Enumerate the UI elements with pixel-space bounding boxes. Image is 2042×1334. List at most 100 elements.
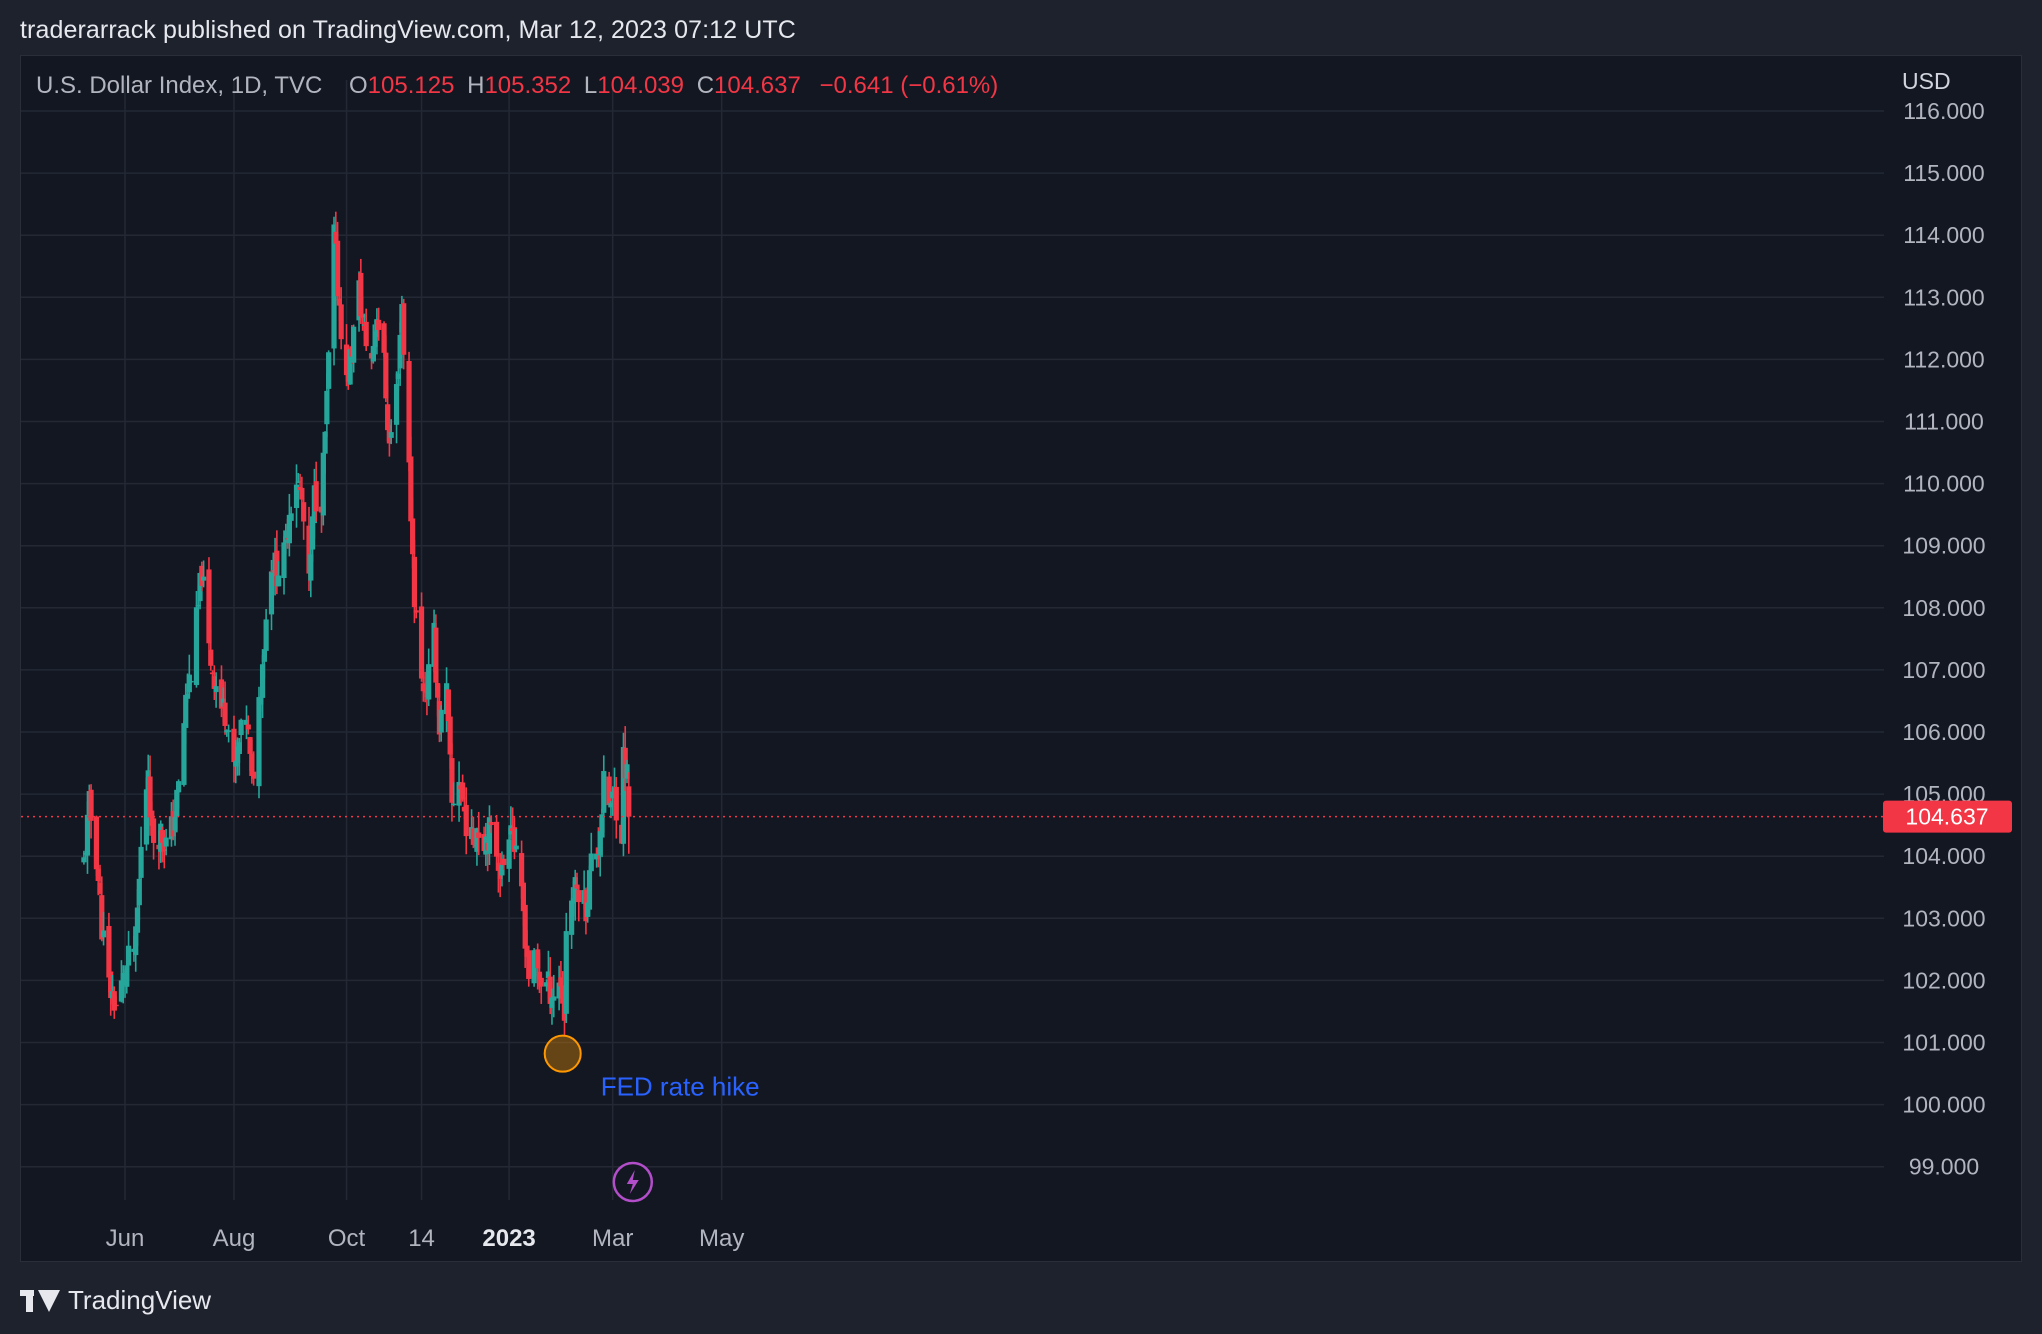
candle-body xyxy=(150,818,157,843)
candle xyxy=(206,557,212,650)
candle xyxy=(622,726,628,791)
candle-body xyxy=(286,514,292,544)
candle-body xyxy=(308,554,314,581)
candle-body xyxy=(620,747,627,844)
candle-body xyxy=(574,884,580,889)
candle-body xyxy=(147,776,153,816)
candle xyxy=(301,497,307,540)
candle-body xyxy=(406,360,412,463)
candle-body xyxy=(586,870,593,910)
candle xyxy=(88,784,94,839)
candle-body xyxy=(535,949,541,969)
candle xyxy=(388,419,394,445)
candle-body xyxy=(426,664,432,700)
candle-body xyxy=(120,972,126,986)
candle-body xyxy=(281,542,287,579)
candle-body xyxy=(343,344,350,376)
candle-body xyxy=(143,789,150,845)
y-tick-label: 99.000 xyxy=(1909,1154,1979,1180)
candle-body xyxy=(247,737,253,754)
candle xyxy=(626,772,632,854)
candle xyxy=(463,787,469,855)
candle xyxy=(376,307,382,341)
candle-body xyxy=(486,817,493,854)
candle xyxy=(125,930,132,981)
y-tick-label: 111.000 xyxy=(1904,409,1984,435)
lightning-bolt xyxy=(626,1170,639,1194)
candle-body xyxy=(97,882,103,894)
y-tick-label: 116.000 xyxy=(1903,98,1984,124)
candle xyxy=(113,995,119,1009)
candle xyxy=(243,705,250,740)
tradingview-logo[interactable]: TradingView xyxy=(20,1285,211,1316)
candle xyxy=(381,321,387,357)
candle xyxy=(175,779,182,809)
chart-pane[interactable] xyxy=(20,55,2022,1262)
candle-body xyxy=(549,997,555,1008)
currency-label[interactable]: USD xyxy=(1902,68,1951,94)
candle xyxy=(183,683,189,745)
y-tick-label: 107.000 xyxy=(1902,657,1985,683)
candle-body xyxy=(383,352,389,399)
candle-body xyxy=(313,481,319,512)
candle-body xyxy=(206,569,212,644)
candle-body xyxy=(463,804,469,837)
candle xyxy=(556,965,562,1011)
candle xyxy=(588,832,594,872)
candle-body xyxy=(324,390,330,425)
candle xyxy=(338,287,344,350)
candle xyxy=(599,808,605,858)
candle-body xyxy=(376,319,382,330)
candle-body xyxy=(175,781,182,793)
candle xyxy=(120,965,126,1004)
y-tick-label: 104.000 xyxy=(1902,843,1985,869)
candle xyxy=(549,988,555,1025)
candle-body xyxy=(249,753,255,777)
candle-body xyxy=(181,723,187,785)
candle-body xyxy=(460,782,466,800)
candle-body xyxy=(372,331,378,348)
candle-body xyxy=(393,384,400,425)
candle-body xyxy=(531,950,537,984)
candle xyxy=(486,805,493,866)
candle xyxy=(488,815,494,833)
symbol-label[interactable]: U.S. Dollar Index, 1D, TVC xyxy=(36,72,323,99)
ohlc-legend: U.S. Dollar Index, 1D, TVC O105.125 H105… xyxy=(36,72,998,100)
candle-body xyxy=(599,814,605,838)
candle-body xyxy=(334,240,341,297)
candle-body xyxy=(569,900,575,935)
annotation-circle xyxy=(543,1034,582,1073)
candle-body xyxy=(174,789,180,817)
y-tick-label: 100.000 xyxy=(1902,1092,1985,1118)
candle-body xyxy=(381,323,387,353)
candle-body xyxy=(99,895,105,940)
candle xyxy=(258,696,264,713)
candle xyxy=(551,974,557,1018)
close-value: 104.637 xyxy=(714,72,801,99)
candle-body xyxy=(238,719,244,736)
candle-body xyxy=(351,326,357,363)
candle xyxy=(111,986,117,1019)
candle xyxy=(245,715,251,735)
candle xyxy=(476,811,482,856)
candle-body xyxy=(347,349,353,385)
candle-body xyxy=(519,853,525,887)
candle xyxy=(211,665,217,700)
candle-body xyxy=(288,513,294,521)
candle xyxy=(288,506,294,540)
candle xyxy=(613,777,619,839)
candle-body xyxy=(433,627,439,683)
candle xyxy=(572,869,578,921)
candle xyxy=(193,591,200,688)
candle-body xyxy=(331,224,337,349)
candle xyxy=(433,614,439,691)
candle-body xyxy=(606,776,612,806)
candle xyxy=(263,609,269,658)
y-tick-label: 109.000 xyxy=(1902,533,1985,559)
candle-body xyxy=(245,724,251,730)
candle xyxy=(334,221,341,301)
candle-body xyxy=(111,991,117,1011)
candle xyxy=(231,715,237,783)
candle xyxy=(326,350,332,405)
